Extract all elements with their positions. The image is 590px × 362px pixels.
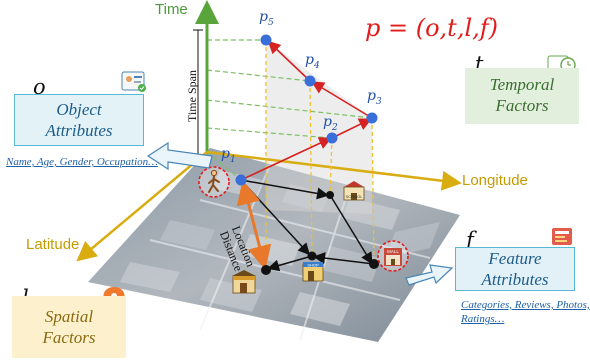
point-label-p2: p2 — [323, 114, 338, 133]
object-box-line1: Object — [56, 100, 102, 119]
temporal-box-line2: Factors — [495, 96, 549, 115]
spatial-box-line2: Factors — [42, 328, 96, 347]
mall-building-icon — [384, 248, 402, 266]
object-box-line2: Attributes — [45, 121, 113, 140]
location-distance-line — [236, 180, 272, 270]
feature-box-line1: Feature — [488, 249, 542, 268]
mall-sign-text: MALL — [387, 249, 399, 254]
point-label-p4: p4 — [305, 52, 320, 71]
object-letter: o — [33, 75, 46, 99]
school-sign-text: SCHOOL — [346, 194, 364, 199]
menu-board-icon — [552, 228, 572, 245]
time-guides — [206, 39, 373, 181]
object-attributes-note: Name, Age, Gender, Occupation… — [6, 156, 158, 168]
temporal-letter: t — [475, 52, 484, 76]
trajectory-points — [235, 34, 378, 186]
id-card-icon — [121, 71, 146, 92]
longitude-axis — [206, 150, 462, 191]
feature-box-line2: Attributes — [481, 270, 549, 289]
formula: p = (o,t,l,f) — [365, 14, 498, 42]
feature-attributes-box: Feature Attributes — [455, 247, 575, 291]
time-span-label: Time Span — [185, 70, 199, 122]
trajectory — [240, 40, 373, 181]
arrow-to-feature-box — [405, 264, 454, 286]
temporal-box-line1: Temporal — [489, 75, 555, 94]
spatial-box-line1: Spatial — [44, 307, 94, 326]
point-label-p5: p5 — [259, 9, 274, 28]
map-dots — [261, 191, 379, 275]
shop-building-icon — [302, 262, 324, 282]
feature-attributes-note: Categories, Reviews, Photos, Ratings… — [461, 299, 590, 325]
longitude-axis-label: Longitude — [462, 172, 528, 189]
latitude-axis — [76, 151, 208, 262]
feature-letter: f — [466, 228, 474, 252]
shop-sign-text: SHOP — [307, 263, 319, 268]
arrow-to-object-box — [146, 141, 213, 171]
point-label-p3: p3 — [367, 88, 382, 107]
time-plane — [266, 40, 372, 214]
latitude-axis-label: Latitude — [26, 236, 80, 253]
school-building-icon — [343, 181, 365, 201]
store-building-icon — [232, 270, 256, 294]
point-label-p1: p1 — [221, 146, 236, 165]
walker-icon — [208, 169, 220, 193]
temporal-factors-box: Temporal Factors — [465, 68, 579, 124]
object-attributes-box: Object Attributes — [14, 94, 144, 146]
time-axis-label: Time — [155, 1, 188, 18]
spatial-factors-box: Spatial Factors — [12, 296, 126, 358]
